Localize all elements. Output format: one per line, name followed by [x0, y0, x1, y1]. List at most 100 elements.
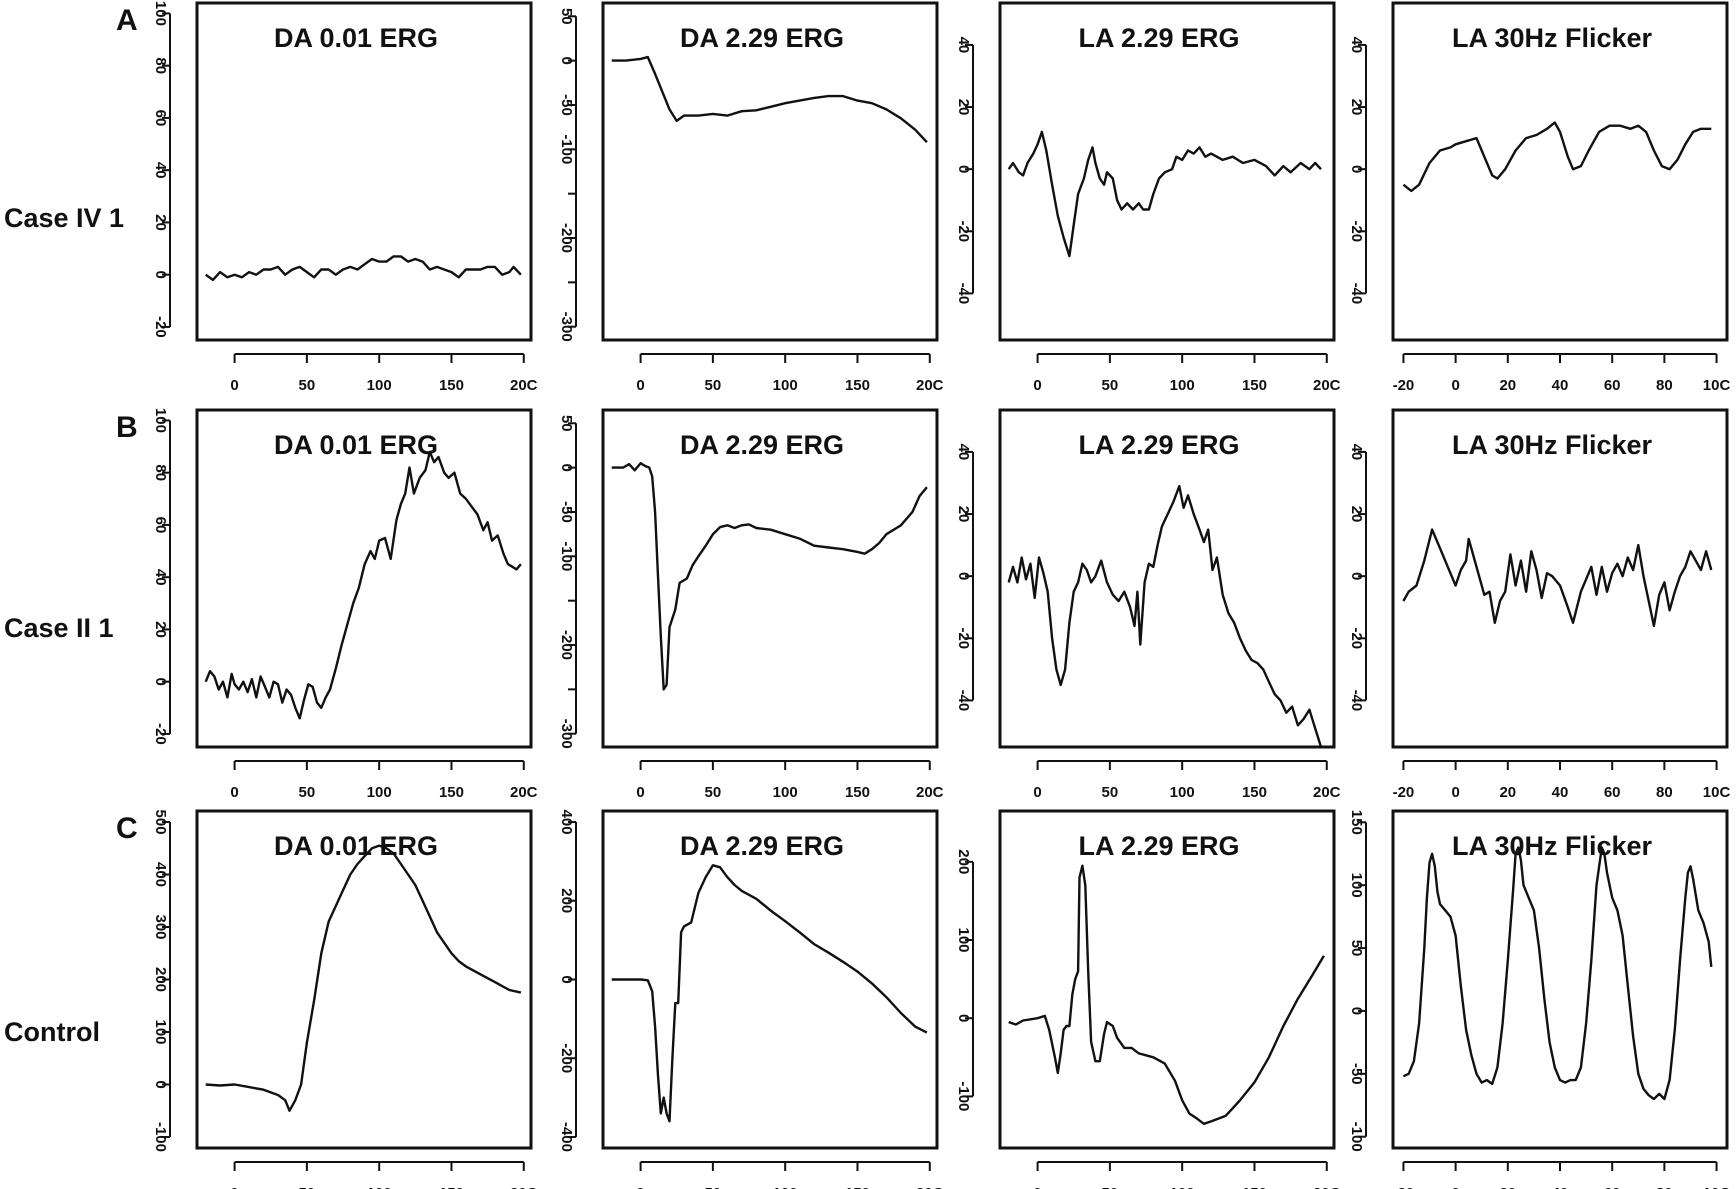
panel-title: LA 30Hz Flicker — [1452, 23, 1653, 53]
x-tick-label: 150 — [439, 377, 464, 394]
y-tick-label: -40 — [1348, 283, 1365, 305]
x-tick-label: -20 — [1393, 1185, 1415, 1189]
y-tick-label: 150 — [1348, 810, 1365, 835]
x-tick-label: 150 — [1242, 1185, 1267, 1189]
y-tick-label: 0 — [558, 463, 575, 471]
x-tick-label: 100 — [773, 1185, 798, 1189]
x-tick-label: 0 — [1451, 377, 1459, 394]
plot-frame — [195, 408, 533, 749]
y-tick-label: -20 — [1348, 627, 1365, 649]
x-tick-label: 60 — [1604, 1185, 1621, 1189]
row-label: Case IV 1 — [4, 203, 124, 233]
y-tick-label: 50 — [1348, 940, 1365, 957]
y-tick-label: 100 — [152, 1019, 169, 1044]
panel-letter: A — [116, 4, 138, 37]
y-tick-label: 20 — [955, 99, 972, 116]
x-tick-label: 20C — [1313, 784, 1341, 801]
erg-panel: LA 2.29 ERG -100 0 100 200 0 50 100 150 20C — [955, 809, 1341, 1189]
erg-trace — [611, 864, 928, 1123]
erg-panel: DA 0.01 ERG -20 0 20 40 60 80 100 0 50 100 150 20C — [152, 408, 538, 801]
y-tick-label: -400 — [558, 1122, 575, 1152]
y-tick-label: 100 — [955, 927, 972, 952]
x-tick-label: 50 — [705, 784, 722, 801]
erg-trace — [1007, 484, 1323, 748]
panel-title: LA 2.29 ERG — [1078, 831, 1239, 861]
y-tick-label: 0 — [152, 271, 169, 279]
plot-frame — [1391, 809, 1729, 1150]
plot-frame — [1391, 408, 1729, 749]
x-tick-label: -20 — [1393, 784, 1415, 801]
erg-trace — [1007, 130, 1322, 258]
panel-title: LA 30Hz Flicker — [1452, 831, 1653, 861]
x-tick-label: 50 — [299, 1185, 316, 1189]
x-tick-label: 0 — [636, 377, 644, 394]
y-tick-label: 500 — [152, 810, 169, 835]
y-tick-label: -20 — [955, 627, 972, 649]
y-tick-label: 0 — [152, 678, 169, 686]
x-tick-label: 80 — [1656, 784, 1673, 801]
x-tick-label: 20C — [916, 377, 944, 394]
x-tick-label: 100 — [367, 1185, 392, 1189]
y-tick-label: 40 — [955, 37, 972, 54]
x-tick-label: 60 — [1604, 784, 1621, 801]
panel-title: DA 0.01 ERG — [274, 23, 438, 53]
x-tick-label: 10C — [1703, 377, 1731, 394]
panel-title: LA 2.29 ERG — [1078, 23, 1239, 53]
erg-trace — [611, 55, 928, 144]
y-tick-label: 50 — [558, 8, 575, 25]
y-tick-label: -50 — [1348, 1063, 1365, 1085]
erg-panel: DA 2.29 ERG 50 0 -50 -100 -200 -300 0 50 100 150 20… — [558, 408, 944, 801]
y-tick-label: 0 — [955, 572, 972, 580]
y-tick-label: 0 — [1348, 572, 1365, 580]
panel-letter: C — [116, 812, 138, 845]
y-tick-label: -200 — [558, 223, 575, 253]
y-tick-label: 0 — [955, 165, 972, 173]
erg-panel: DA 0.01 ERG -20 0 20 40 60 80 100 0 50 100 150 20C — [152, 1, 538, 394]
y-tick-label: -20 — [1348, 220, 1365, 242]
x-tick-label: 20 — [1499, 784, 1516, 801]
x-tick-label: 150 — [439, 784, 464, 801]
x-tick-label: 100 — [367, 784, 392, 801]
plot-frame — [601, 408, 939, 749]
y-tick-label: 20 — [152, 621, 169, 638]
x-tick-label: 60 — [1604, 377, 1621, 394]
plot-frame — [998, 809, 1336, 1150]
plot-frame — [998, 408, 1336, 749]
x-tick-label: 50 — [1102, 784, 1119, 801]
y-tick-label: 80 — [152, 57, 169, 74]
y-tick-label: -20 — [152, 723, 169, 745]
y-tick-label: 100 — [152, 1, 169, 26]
y-tick-label: -100 — [558, 541, 575, 571]
y-tick-label: 50 — [558, 415, 575, 432]
x-tick-label: 0 — [1033, 1185, 1041, 1189]
y-tick-label: 0 — [558, 56, 575, 64]
x-tick-label: 100 — [1170, 1185, 1195, 1189]
x-tick-label: 100 — [367, 377, 392, 394]
erg-trace — [1008, 864, 1325, 1125]
plot-frame — [601, 1, 939, 342]
x-tick-label: 40 — [1552, 377, 1569, 394]
y-tick-label: 200 — [558, 888, 575, 913]
y-tick-label: -100 — [955, 1081, 972, 1111]
y-tick-label: 0 — [152, 1080, 169, 1088]
y-tick-label: 40 — [152, 162, 169, 179]
x-tick-label: 0 — [230, 784, 238, 801]
y-tick-label: 300 — [152, 914, 169, 939]
x-tick-label: 50 — [299, 377, 316, 394]
plot-frame — [195, 1, 533, 342]
y-tick-label: 20 — [955, 506, 972, 523]
erg-trace — [1402, 121, 1712, 193]
erg-panel: LA 2.29 ERG -40 -20 0 20 40 0 50 100 150 20C — [955, 1, 1341, 394]
erg-trace — [204, 450, 522, 720]
panel-title: DA 0.01 ERG — [274, 831, 438, 861]
x-tick-label: 20 — [1499, 377, 1516, 394]
plot-frame — [195, 809, 533, 1150]
y-tick-label: -100 — [558, 134, 575, 164]
x-tick-label: 150 — [845, 377, 870, 394]
plot-frame — [998, 1, 1336, 342]
y-tick-label: -20 — [955, 220, 972, 242]
x-tick-label: 0 — [636, 1185, 644, 1189]
x-tick-label: 20 — [1499, 1185, 1516, 1189]
x-tick-label: 0 — [636, 784, 644, 801]
